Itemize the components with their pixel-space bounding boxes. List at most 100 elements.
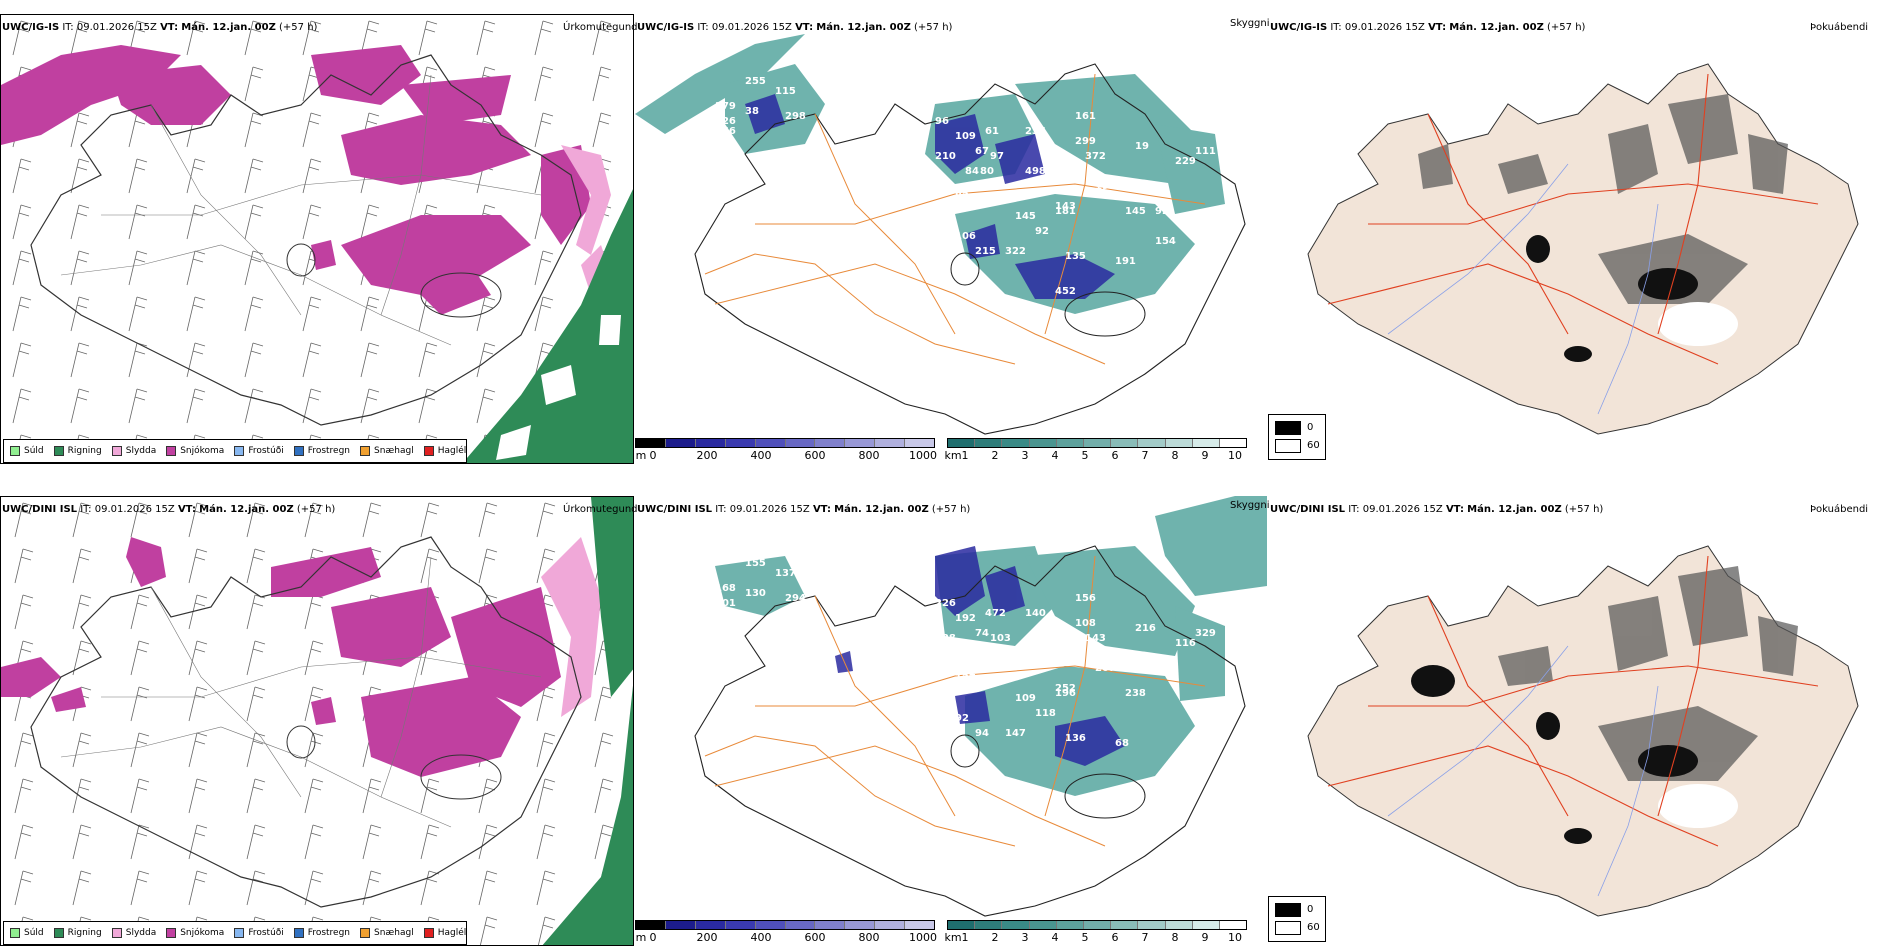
colorbar-tick: 200 [696,931,718,944]
colorbar-segment [975,439,1003,447]
rain-holes [496,315,621,460]
colorbar-segment [845,921,876,929]
peak-label: 226 [935,598,956,609]
row2-cloud-header: UWC/DINI ISL IT: 09.01.2026 15Z VT: Mán.… [637,504,971,515]
colorbar-tick: 10 [1228,931,1242,944]
land [1307,545,1859,917]
fog-legend-swatch [1275,903,1301,917]
peak-label: 82 [955,191,969,202]
road-network [1327,73,1819,365]
peak-label: 255 [745,76,766,87]
peak-label: 153 [1065,653,1086,664]
peak-label: 147 [1005,728,1026,739]
peak-label: 97 [990,151,1004,162]
colorbar-segment [1083,439,1112,447]
colorbar-segment [1029,439,1057,447]
legend-item: Frostregn [293,446,350,456]
colorbar-tick: 1000 [909,931,937,944]
colorbar-segment [875,439,906,447]
peak-label: 80 [980,166,994,177]
precip-type-map [1,15,633,463]
colorbar-unit: km [944,449,962,462]
colorbar-tick: 8 [1171,931,1179,944]
peak-label: 109 [955,131,976,142]
legend-item: Haglél [423,928,466,938]
legend-item: Rigning [53,928,102,938]
legend-swatch-snow-pellets [360,928,371,938]
coastline [30,54,582,426]
peak-label: 215 [975,246,996,257]
legend-label: Snæhagl [374,928,414,938]
colorbar-segment [905,439,935,447]
peak-label: 238 [1125,688,1146,699]
fog-index-map [1307,545,1859,917]
legend-swatch-snow [166,446,177,456]
peak-label: 143 [1085,633,1106,644]
colorbar-segment [1111,439,1139,447]
fog-white-areas [1658,302,1738,346]
peak-label: 326 [715,116,736,127]
peak-label: 92 [955,713,969,724]
colorbar-tick: 3 [1021,931,1029,944]
colorbar-segment [665,921,696,929]
colorbar-segment [948,921,976,929]
peak-label: 19 [1135,141,1149,152]
colorbar-segment [1002,921,1030,929]
road-network [704,73,1206,365]
legend-swatch-drizzle [10,446,20,456]
colorbar-tick: 9 [1201,449,1209,462]
colorbar-segment [636,921,666,929]
colorbar-segment [695,921,726,929]
panel-title-precip: Úrkomutegund [563,504,638,515]
colorbar-segment [1111,921,1139,929]
colorbar-segment [1192,439,1220,447]
peak-label: 127 [955,673,976,684]
legend-item: Snæhagl [360,928,414,938]
fog-legend-swatch [1275,421,1301,435]
peak-label: 181 [1055,206,1076,217]
colorbar-segment [1219,439,1247,447]
coastline [694,63,1246,435]
colorbar-tick: 6 [1111,931,1119,944]
colorbar-segment [875,921,906,929]
fog-legend: 0 60 [1268,896,1326,942]
peak-label: 155 [745,558,766,569]
precip-type-panel-row1: Súld Rigning Slydda Snjókoma Frostúði Fr… [0,14,634,464]
colorbar-tick: 7 [1141,449,1149,462]
peak-label: 191 [1115,256,1136,267]
peak-label: 145 [1125,206,1146,217]
colorbar-tick: 200 [696,449,718,462]
peak-label: 143 [1055,201,1076,212]
panel-title-cloud: Skyggni [1230,500,1270,511]
peak-label: 142 [1065,171,1086,182]
peak-label: 328 [935,633,956,644]
colorbar-unit: m [635,449,647,462]
fog-legend-swatch [1275,439,1301,453]
peak-label: 61 [985,126,999,137]
peak-label: 68 [1115,738,1129,749]
fog-legend-label: 0 [1307,904,1314,915]
peak-label: 294 [785,593,806,604]
peak-label: 103 [990,633,1011,644]
colorbar-segment [695,439,726,447]
colorbar-segment [755,439,786,447]
legend-label: Súld [24,928,44,938]
peak-label: 94 [975,728,989,739]
peak-label: 106 [955,231,976,242]
legend-swatch-sleet [111,928,122,938]
legend-item: Haglél [423,446,467,456]
colorbar-unit: km [944,931,962,944]
peak-label: 111 [1195,146,1216,157]
peak-label: 197 [1095,181,1116,192]
colorbar-segment [1138,921,1166,929]
legend-item: Snæhagl [360,446,414,456]
legend-label: Haglél [437,446,467,456]
legend-label: Frostregn [307,928,351,938]
peak-label: 86 [965,648,979,659]
peak-label: 38 [745,106,759,117]
colorbar-segment [815,921,846,929]
peak-label: 152 [1175,216,1196,227]
colorbar-segment [1192,921,1220,929]
panel-title-precip: Úrkomutegund [563,22,638,33]
